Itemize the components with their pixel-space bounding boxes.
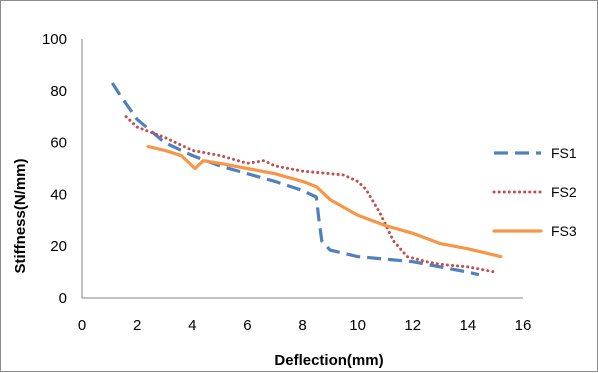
y-tick-label: 60 bbox=[50, 135, 67, 152]
series-line-fs3 bbox=[146, 144, 503, 259]
y-tick-label: 80 bbox=[50, 83, 67, 100]
axes bbox=[81, 39, 523, 299]
x-tick-label: 2 bbox=[133, 317, 141, 334]
y-tick-labels: 0 20 40 60 80 100 bbox=[42, 31, 67, 307]
legend: FS1 FS2 FS3 bbox=[492, 145, 577, 239]
y-axis-title: Stiffness(N/mm) bbox=[12, 158, 29, 273]
x-tick-label: 0 bbox=[78, 317, 86, 334]
series-line-fs2 bbox=[124, 115, 497, 274]
y-tick-label: 20 bbox=[50, 238, 67, 255]
y-tick-label: 40 bbox=[50, 186, 67, 203]
legend-label-fs2: FS2 bbox=[551, 184, 577, 200]
y-tick-label: 0 bbox=[59, 290, 67, 307]
x-tick-labels: 0 2 4 6 8 10 12 14 16 bbox=[78, 317, 532, 334]
series-line-fs1 bbox=[110, 82, 480, 277]
x-tick-label: 16 bbox=[515, 317, 532, 334]
legend-label-fs1: FS1 bbox=[551, 145, 577, 161]
x-axis-title: Deflection(mm) bbox=[274, 352, 383, 369]
y-tick-label: 100 bbox=[42, 31, 67, 48]
x-tick-label: 12 bbox=[404, 317, 421, 334]
x-tick-label: 6 bbox=[243, 317, 251, 334]
legend-label-fs3: FS3 bbox=[551, 223, 577, 239]
x-tick-label: 10 bbox=[349, 317, 366, 334]
x-tick-label: 8 bbox=[298, 317, 306, 334]
series-layer bbox=[110, 82, 503, 277]
x-tick-label: 4 bbox=[188, 317, 196, 334]
x-tick-label: 14 bbox=[460, 317, 477, 334]
